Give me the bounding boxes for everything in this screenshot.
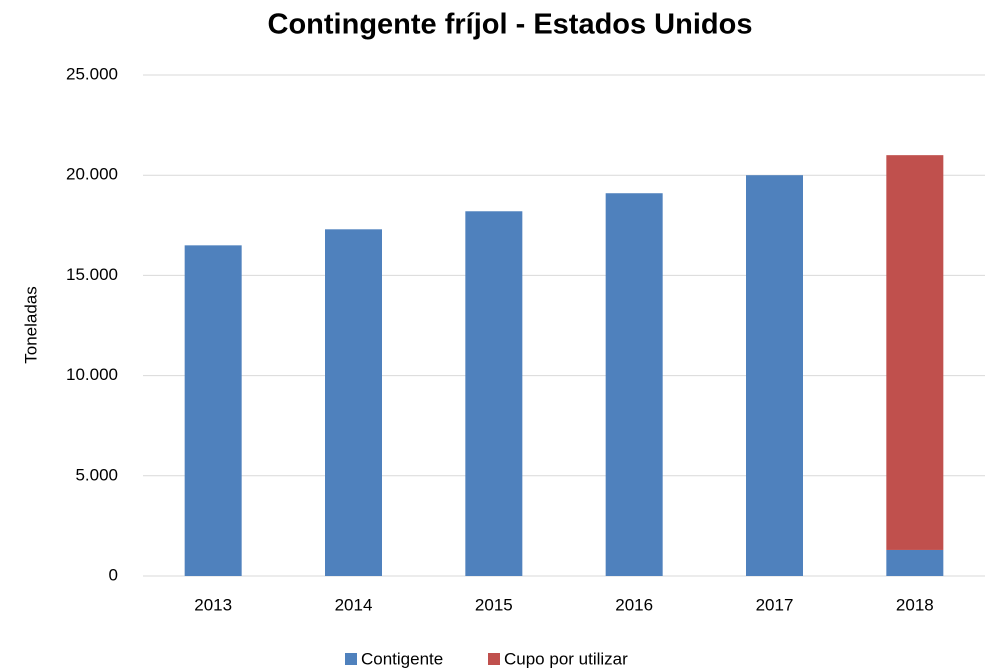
- legend-label: Contigente: [361, 649, 443, 668]
- x-tick-label: 2014: [335, 595, 373, 614]
- y-tick-label: 20.000: [66, 165, 118, 184]
- x-tick-label: 2015: [475, 595, 513, 614]
- bar-segment: [184, 245, 242, 576]
- chart-title: Contingente fríjol - Estados Unidos: [268, 9, 753, 41]
- legend-swatch: [345, 653, 357, 665]
- y-tick-label: 25.000: [66, 64, 118, 83]
- x-tick-label: 2016: [615, 595, 653, 614]
- y-tick-label: 10.000: [66, 365, 118, 384]
- y-tick-label: 15.000: [66, 265, 118, 284]
- y-tick-label: 0: [109, 565, 118, 584]
- y-tick-label: 5.000: [75, 465, 118, 484]
- bar-segment: [325, 229, 382, 577]
- y-axis-label: Toneladas: [21, 286, 40, 364]
- bar-segment: [886, 549, 944, 576]
- bar-segment: [605, 193, 663, 576]
- legend-swatch: [488, 653, 500, 665]
- x-tick-label: 2018: [896, 595, 934, 614]
- x-tick-label: 2013: [194, 595, 232, 614]
- x-tick-label: 2017: [756, 595, 794, 614]
- bar-segment: [886, 155, 944, 550]
- bar-segment: [465, 211, 523, 576]
- bar-segment: [746, 175, 803, 576]
- legend-label: Cupo por utilizar: [504, 649, 628, 668]
